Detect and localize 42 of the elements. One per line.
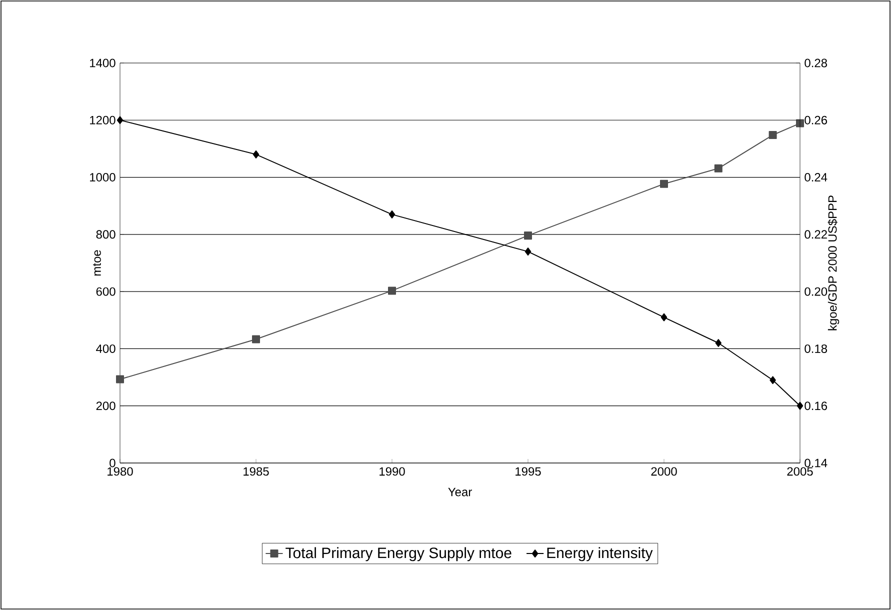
y2-axis-title: kgoe/GDP 2000 US$PPP — [828, 196, 840, 330]
point — [714, 164, 722, 172]
point — [252, 335, 260, 344]
point — [660, 313, 668, 322]
y2-tick-label: 0.18 — [804, 344, 828, 353]
y2-tick-label: 0.22 — [804, 230, 827, 239]
y-tick-label: 1400 — [90, 58, 116, 68]
x-tick-label: 1995 — [516, 467, 541, 476]
y-tick-label: 0 — [110, 458, 116, 468]
point — [524, 248, 532, 256]
legend-label: Energy intensity — [547, 547, 653, 562]
y2-tick-label: 0.28 — [804, 58, 828, 68]
y2-tick-label: 0.14 — [804, 458, 828, 468]
x-tick-label: 1980 — [108, 467, 133, 476]
y-tick-label: 400 — [96, 344, 116, 353]
point — [524, 232, 532, 240]
y-tick-label: 1000 — [90, 173, 116, 182]
point — [796, 402, 804, 410]
x-tick-label: 2005 — [787, 467, 813, 476]
x-tick-label: 1985 — [244, 467, 269, 476]
y2-tick-label: 0.16 — [804, 402, 828, 410]
legend-label: Total Primary Energy Supply mtoe — [286, 547, 512, 562]
point — [116, 116, 124, 124]
y-tick-label: 1200 — [90, 116, 116, 124]
y-tick-label: 200 — [96, 402, 116, 410]
point — [388, 286, 396, 295]
point — [388, 210, 396, 218]
x-tick-label: 2000 — [651, 467, 677, 476]
point — [770, 376, 776, 384]
y-tick-label: 600 — [96, 287, 116, 296]
point — [116, 375, 124, 384]
y-axis-title: mtoe — [93, 250, 101, 276]
y-tick-label: 800 — [96, 230, 116, 239]
x-axis-title: Year — [448, 488, 472, 496]
x-tick-label: 1990 — [380, 467, 405, 476]
point — [252, 150, 260, 158]
point — [715, 338, 722, 347]
y2-tick-label: 0.26 — [804, 116, 828, 124]
y2-tick-label: 0.20 — [804, 287, 828, 296]
y2-tick-label: 0.24 — [804, 173, 828, 182]
point — [660, 180, 668, 188]
point — [768, 130, 777, 139]
